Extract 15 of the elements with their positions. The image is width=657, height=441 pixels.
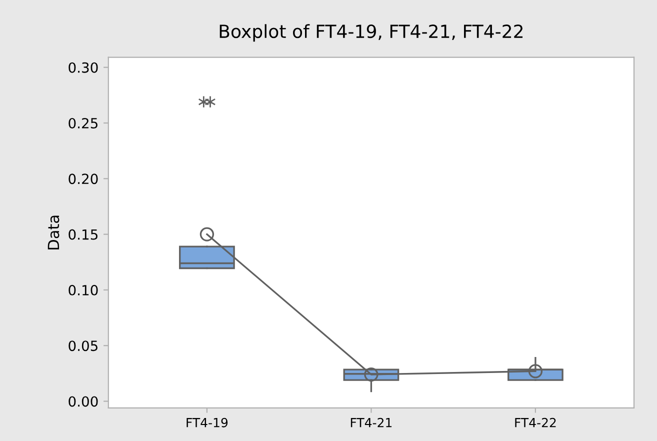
y-tick-label: 0.10	[68, 284, 98, 296]
y-tick-label: 0.05	[68, 340, 98, 352]
y-tick-label: 0.30	[68, 62, 98, 73]
y-axis-title: Data	[48, 216, 60, 250]
y-tick-label: 0.00	[68, 396, 98, 407]
x-tick-label: FT4-21	[350, 418, 392, 428]
x-tick-label: FT4-19	[186, 418, 228, 428]
point	[364, 367, 378, 382]
point	[200, 227, 214, 242]
y-tick-label: 0.15	[68, 229, 98, 240]
chart-title: Boxplot of FT4-19, FT4-21, FT4-22	[220, 24, 523, 42]
y-tick-label: 0.20	[68, 174, 98, 184]
y-tick-label: 0.25	[68, 118, 98, 128]
point	[528, 364, 543, 378]
x-tick-label: FT4-22	[515, 418, 556, 428]
